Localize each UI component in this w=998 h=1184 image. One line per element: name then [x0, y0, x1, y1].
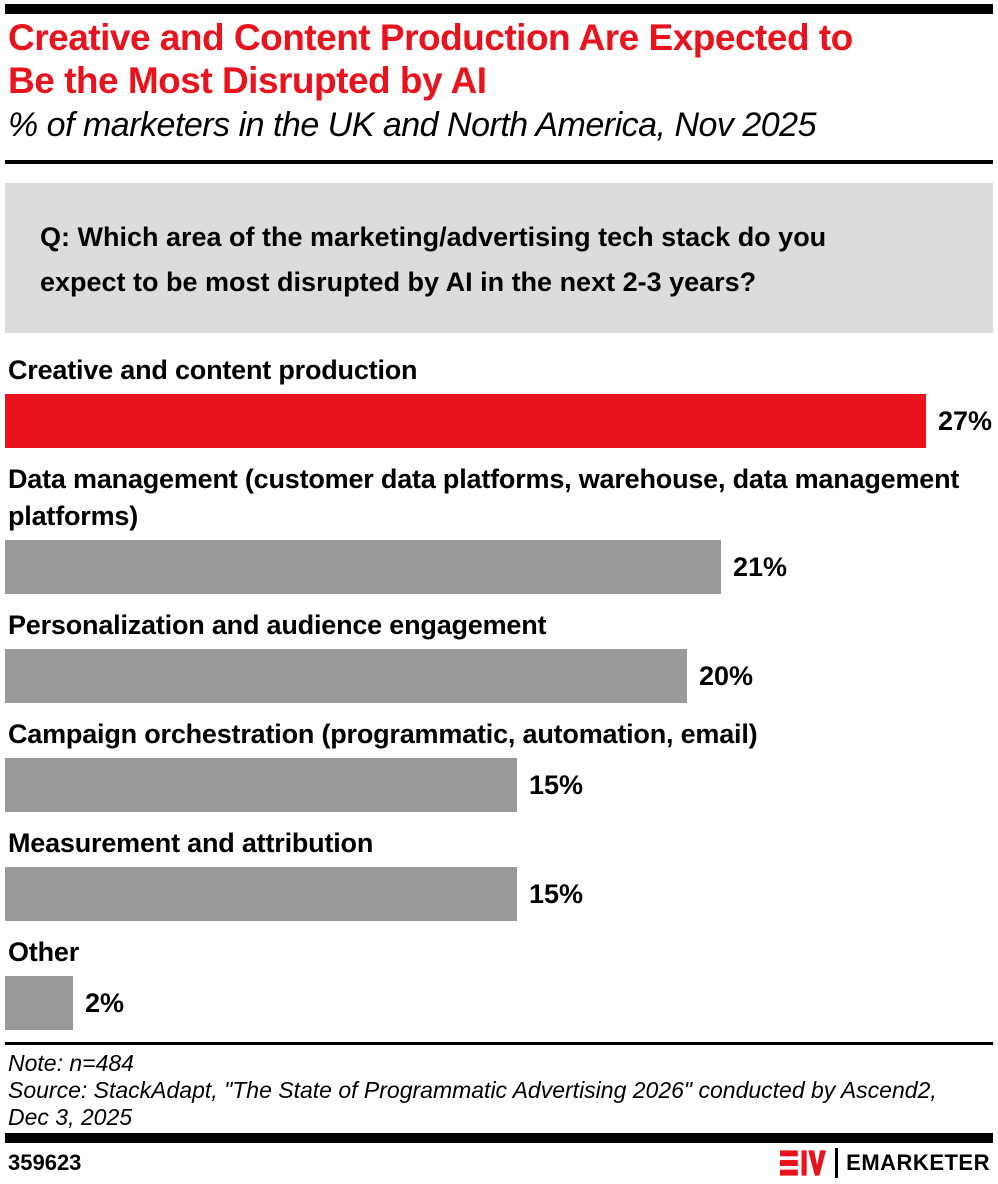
bottom-accent-bar: [5, 1133, 993, 1143]
bar-label: Creative and content production: [8, 355, 418, 385]
bar-row: Creative and content production 27%: [5, 352, 993, 448]
bar-row: Data management (customer data platforms…: [5, 461, 993, 594]
bar-track: 20%: [5, 649, 993, 703]
logo-divider: [835, 1148, 839, 1178]
bar: [5, 649, 687, 703]
chart-title: Creative and Content Production Are Expe…: [8, 16, 990, 102]
bar-label: Personalization and audience engagement: [8, 610, 547, 640]
emarketer-em-icon: [780, 1150, 827, 1176]
brand-logo: EMARKETER: [780, 1148, 990, 1178]
bar-label: Other: [8, 937, 80, 967]
divider-rule-top: [5, 160, 993, 164]
bar: [5, 394, 926, 448]
question-line2: expect to be most disrupted by AI in the…: [40, 267, 757, 297]
chart-title-line1: Creative and Content Production Are Expe…: [8, 17, 853, 58]
bar-track: 21%: [5, 540, 993, 594]
source-text: Source: StackAdapt, "The State of Progra…: [8, 1077, 990, 1131]
bar: [5, 758, 517, 812]
bar-row: Personalization and audience engagement 2…: [5, 607, 993, 703]
bar-value: 15%: [529, 878, 584, 909]
note-text: Note: n=484: [8, 1050, 134, 1076]
bar-row: Other 2%: [5, 934, 993, 1030]
chart-header: Creative and Content Production Are Expe…: [0, 16, 998, 146]
footer: 359623 EMARKETER: [8, 1148, 990, 1178]
chart-subtitle: % of marketers in the UK and North Ameri…: [8, 106, 817, 144]
bar-chart: Creative and content production 27% Data m…: [5, 352, 993, 1030]
bar-row: Measurement and attribution 15%: [5, 825, 993, 921]
bar-label: Data management (customer data platforms…: [8, 464, 960, 531]
bar-label: Campaign orchestration (programmatic, au…: [8, 719, 758, 749]
bar: [5, 540, 721, 594]
top-accent-bar: [5, 4, 993, 14]
question-line1: Q: Which area of the marketing/advertisi…: [40, 222, 827, 252]
bar-value: 27%: [938, 405, 993, 436]
bar: [5, 867, 517, 921]
bar-track: 15%: [5, 758, 993, 812]
bar-value: 21%: [733, 551, 788, 582]
source-line2: Dec 3, 2025: [8, 1104, 133, 1130]
bar-value: 15%: [529, 769, 584, 800]
question-box: Q: Which area of the marketing/advertisi…: [5, 183, 993, 333]
source-line1: Source: StackAdapt, "The State of Progra…: [8, 1077, 937, 1103]
brand-wordmark: EMARKETER: [846, 1150, 990, 1175]
bar-row: Campaign orchestration (programmatic, au…: [5, 716, 993, 812]
bar-label: Measurement and attribution: [8, 828, 374, 858]
bar-value: 2%: [85, 987, 125, 1018]
bar-track: 27%: [5, 394, 993, 448]
bar-value: 20%: [699, 660, 754, 691]
bar-track: 2%: [5, 976, 993, 1030]
chart-id: 359623: [8, 1150, 82, 1175]
chart-title-line2: Be the Most Disrupted by AI: [8, 60, 487, 101]
divider-rule-bottom: [5, 1042, 993, 1045]
bar: [5, 976, 73, 1030]
bar-track: 15%: [5, 867, 993, 921]
